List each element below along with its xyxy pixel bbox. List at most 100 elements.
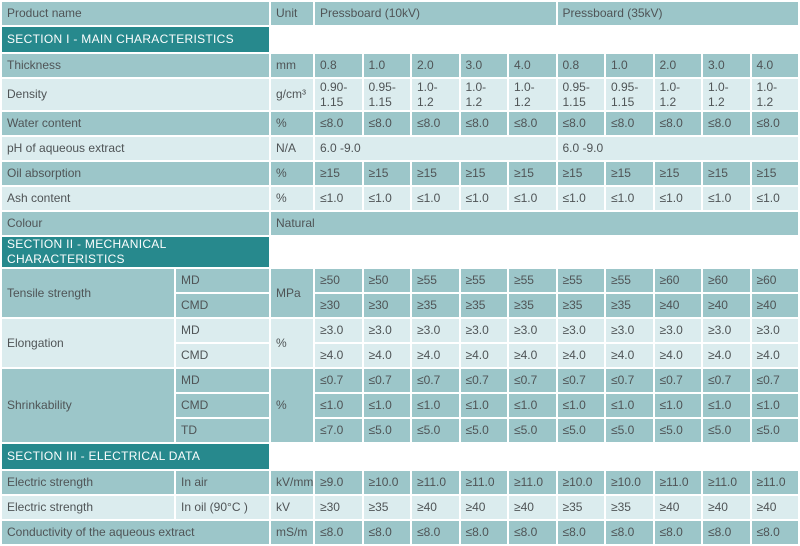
value-cell: ≥60	[703, 269, 750, 292]
value-cell: ≥35	[412, 294, 459, 317]
value-cell: ≤1.0	[460, 187, 507, 210]
value-cell: ≥55	[460, 269, 507, 292]
unit-cell: mm	[271, 54, 313, 77]
value-cell: ≥11.0	[412, 471, 459, 494]
value-cell: ≤8.0	[412, 112, 459, 135]
value-cell: ≤1.0	[606, 187, 653, 210]
value-cell: ≤8.0	[606, 521, 653, 544]
value-cell: ≥35	[460, 294, 507, 317]
value-cell: ≤1.0	[460, 394, 507, 417]
unit-cell: MPa	[271, 269, 313, 317]
table-row: Electric strength In air kV/mm ≥9.0 ≥10.0 ≥11…	[2, 471, 798, 494]
value-cell: ≤8.0	[751, 112, 798, 135]
value-cell: ≤5.0	[751, 419, 798, 442]
value-cell: ≥15	[412, 162, 459, 185]
row-label: Conductivity of the aqueous extract	[2, 521, 269, 544]
value-cell: 4.0	[509, 54, 556, 77]
row-label: pH of aqueous extract	[2, 137, 269, 160]
value-cell: ≥3.0	[557, 319, 604, 342]
value-cell: ≥40	[654, 294, 701, 317]
value-cell: ≤8.0	[460, 521, 507, 544]
value-cell: 2.0	[412, 54, 459, 77]
value-cell: ≤1.0	[509, 394, 556, 417]
value-cell: ≥40	[751, 294, 798, 317]
value-cell: ≥40	[460, 496, 507, 519]
value-cell: ≥15	[557, 162, 604, 185]
value-cell: ≤5.0	[703, 419, 750, 442]
value-cell: ≤0.7	[751, 369, 798, 392]
value-cell: ≥60	[654, 269, 701, 292]
row-label: Ash content	[2, 187, 269, 210]
value-cell: ≥55	[509, 269, 556, 292]
value-cell: ≥3.0	[460, 319, 507, 342]
table-row: Ash content% ≤1.0 ≤1.0 ≤1.0 ≤1.0 ≤1.0 ≤1.0 ≤1.0…	[2, 187, 798, 210]
row-sublabel: CMD	[176, 344, 269, 367]
value-cell: ≤8.0	[363, 521, 410, 544]
value-cell: ≥35	[557, 294, 604, 317]
section-row: SECTION I - MAIN CHARACTERISTICS	[2, 27, 798, 52]
value-cell: ≥60	[751, 269, 798, 292]
section-header: SECTION III - ELECTRICAL DATA	[2, 444, 269, 469]
row-label: Tensile strength	[2, 269, 174, 317]
value-cell: ≥40	[703, 496, 750, 519]
value-cell: 1.0-1.2	[412, 79, 459, 110]
value-cell: ≥40	[751, 496, 798, 519]
value-cell: 0.8	[557, 54, 604, 77]
value-cell: ≤1.0	[703, 187, 750, 210]
value-cell: ≥15	[460, 162, 507, 185]
value-cell: ≤1.0	[315, 394, 362, 417]
value-cell: ≥15	[363, 162, 410, 185]
row-sublabel: CMD	[176, 294, 269, 317]
value-cell: ≥3.0	[751, 319, 798, 342]
value-cell: ≥30	[315, 294, 362, 317]
value-cell: ≤1.0	[557, 394, 604, 417]
table-row: Tensile strength MD MPa ≥50 ≥50 ≥55 ≥55 ≥55 ≥55 ≥…	[2, 269, 798, 317]
value-cell: ≤0.7	[315, 369, 362, 392]
section-filler	[271, 27, 798, 52]
value-cell: ≤0.7	[412, 369, 459, 392]
value-cell: ≥55	[557, 269, 604, 292]
table-row: Conductivity of the aqueous extract mS/m ≤…	[2, 521, 798, 544]
value-cell: ≥9.0	[315, 471, 362, 494]
table-row: Shrinkability MD% ≤0.7 ≤0.7 ≤0.7 ≤0.7 ≤0.7 ≤0.7…	[2, 369, 798, 442]
value-cell: ≥4.0	[654, 344, 701, 367]
value-cell: ≥3.0	[412, 319, 459, 342]
value-cell: Natural	[271, 212, 798, 235]
unit-cell: %	[271, 187, 313, 210]
section-row: SECTION III - ELECTRICAL DATA	[2, 444, 798, 469]
value-cell: ≥35	[509, 294, 556, 317]
value-cell: 1.0-1.2	[703, 79, 750, 110]
value-cell: ≥30	[315, 496, 362, 519]
value-cell: ≤1.0	[509, 187, 556, 210]
row-label: Shrinkability	[2, 369, 174, 442]
table-row: Elongation MD% ≥3.0 ≥3.0 ≥3.0 ≥3.0 ≥3.0 ≥3.0 ≥3.…	[2, 319, 798, 367]
value-cell: ≥4.0	[606, 344, 653, 367]
value-cell: ≤0.7	[363, 369, 410, 392]
table-row: Water content% ≤8.0 ≤8.0 ≤8.0 ≤8.0 ≤8.0 ≤8.0 ≤8…	[2, 112, 798, 135]
unit-cell: %	[271, 162, 313, 185]
unit-cell: g/cm³	[271, 79, 313, 110]
value-cell: ≥4.0	[460, 344, 507, 367]
value-cell: 0.90-1.15	[315, 79, 362, 110]
value-cell: 0.8	[315, 54, 362, 77]
value-cell: ≤1.0	[363, 394, 410, 417]
value-cell: 0.95-1.15	[606, 79, 653, 110]
value-cell: ≤0.7	[654, 369, 701, 392]
value-cell: ≥35	[363, 496, 410, 519]
value-cell: ≤5.0	[412, 419, 459, 442]
value-cell: 1.0-1.2	[654, 79, 701, 110]
value-cell: ≤1.0	[412, 187, 459, 210]
value-cell: ≤1.0	[751, 394, 798, 417]
row-sublabel: In air	[176, 471, 269, 494]
value-cell: ≥4.0	[557, 344, 604, 367]
value-cell: ≥11.0	[460, 471, 507, 494]
value-cell: ≤5.0	[557, 419, 604, 442]
value-cell: 1.0-1.2	[751, 79, 798, 110]
value-cell: ≥10.0	[557, 471, 604, 494]
value-cell: ≤0.7	[460, 369, 507, 392]
value-cell: ≤8.0	[460, 112, 507, 135]
value-cell: ≤5.0	[363, 419, 410, 442]
value-cell: ≤8.0	[363, 112, 410, 135]
value-cell: ≥15	[315, 162, 362, 185]
